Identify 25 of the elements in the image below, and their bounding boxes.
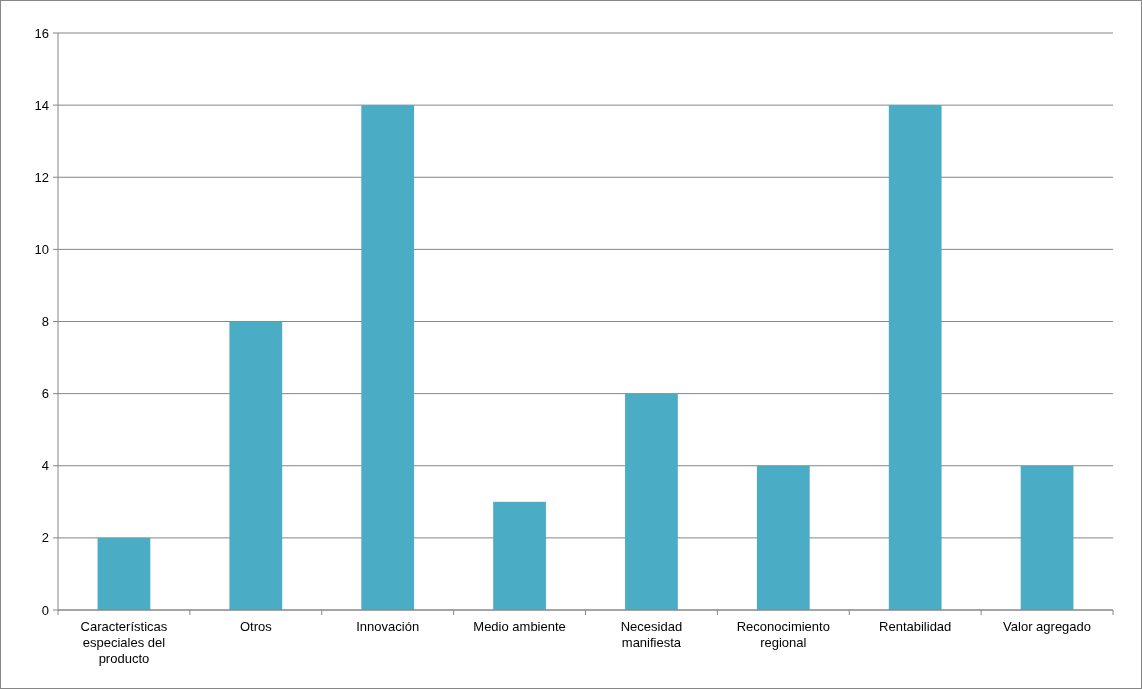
bar bbox=[756, 465, 810, 610]
x-tick-label: Rentabilidad bbox=[879, 619, 952, 634]
y-tick-label: 16 bbox=[34, 25, 49, 41]
y-tick-label: 6 bbox=[41, 386, 49, 402]
bar bbox=[625, 393, 678, 610]
bar bbox=[888, 105, 942, 610]
x-tick-label: Medio ambiente bbox=[473, 619, 566, 634]
y-tick-label: 2 bbox=[41, 530, 49, 546]
bar bbox=[229, 321, 283, 610]
x-tick-label: Necesidad manifiesta bbox=[620, 619, 683, 650]
y-tick-label: 0 bbox=[41, 602, 49, 618]
y-tick-label: 12 bbox=[34, 169, 49, 185]
x-tick-label: Valor agregado bbox=[1003, 619, 1092, 634]
x-tick-label: Innovación bbox=[356, 619, 420, 634]
bar bbox=[493, 501, 546, 610]
x-tick-label: Otros bbox=[239, 619, 273, 634]
y-tick-label: 10 bbox=[34, 241, 49, 257]
bar bbox=[97, 537, 151, 610]
bar bbox=[361, 105, 415, 610]
y-tick-label: 14 bbox=[34, 97, 49, 113]
bar bbox=[1020, 465, 1074, 610]
x-tick-label: Características especiales del producto bbox=[80, 619, 168, 666]
x-tick-label: Reconocimiento regional bbox=[736, 619, 830, 650]
y-tick-label: 8 bbox=[41, 314, 49, 330]
y-tick-label: 4 bbox=[41, 458, 49, 474]
